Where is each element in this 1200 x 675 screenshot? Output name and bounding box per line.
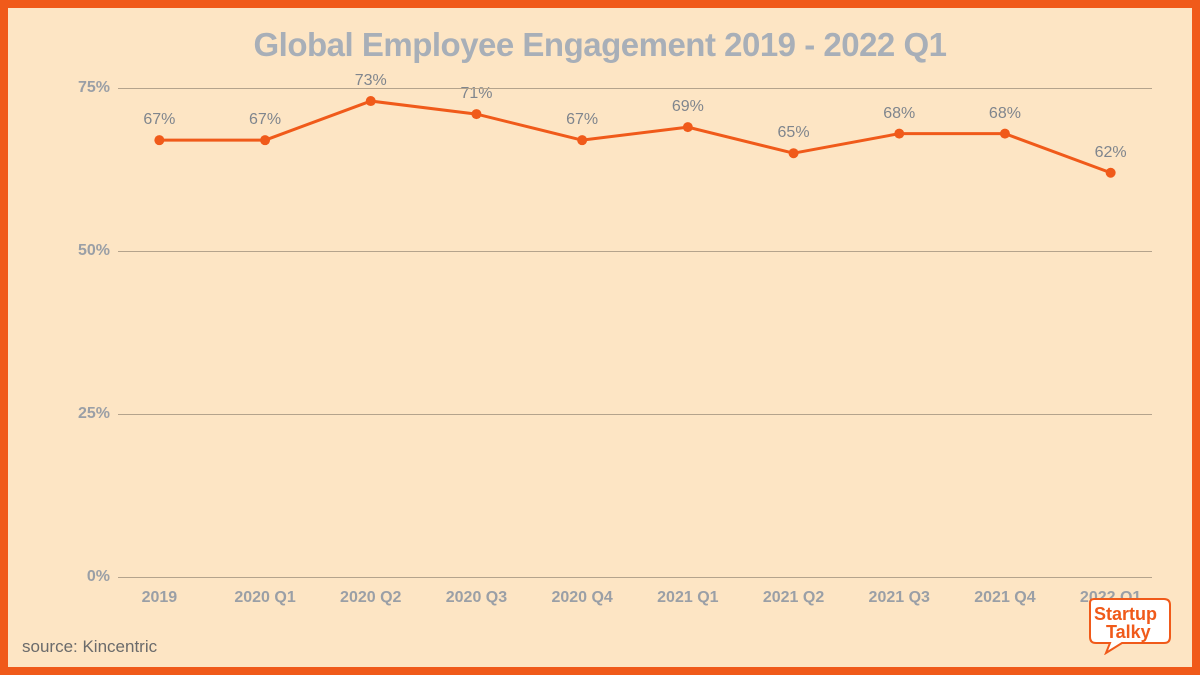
x-axis-tick: 2021 Q3 [869,589,930,607]
data-point-marker [471,109,481,119]
data-point-label: 65% [778,124,810,142]
data-point-marker [1000,129,1010,139]
data-point-marker [894,129,904,139]
x-axis-tick: 2021 Q4 [974,589,1035,607]
x-axis-tick: 2021 Q1 [657,589,718,607]
gridline [118,414,1152,415]
logo-line1: Startup [1094,605,1157,623]
data-point-marker [789,148,799,158]
plot-area: 67%67%73%71%67%69%65%68%68%62% [118,88,1152,577]
chart-title: Global Employee Engagement 2019 - 2022 Q… [8,8,1192,72]
data-point-label: 67% [249,111,281,129]
data-point-marker [577,135,587,145]
brand-logo: Startup Talky [1084,597,1174,655]
data-point-label: 62% [1095,144,1127,162]
source-text: source: Kincentric [22,637,157,657]
data-point-marker [260,135,270,145]
y-axis-tick: 50% [60,242,110,260]
series-line [159,101,1110,173]
data-point-label: 67% [143,111,175,129]
x-axis-tick: 2020 Q4 [551,589,612,607]
data-point-marker [1106,168,1116,178]
line-series [118,88,1152,577]
y-axis-tick: 25% [60,405,110,423]
data-point-label: 69% [672,98,704,116]
data-point-label: 68% [989,105,1021,123]
x-axis-tick: 2020 Q2 [340,589,401,607]
x-axis-tick: 2019 [142,589,178,607]
data-point-marker [154,135,164,145]
logo-line2: Talky [1106,623,1151,641]
data-point-marker [683,122,693,132]
y-axis-tick: 75% [60,79,110,97]
x-axis-tick: 2021 Q2 [763,589,824,607]
data-point-label: 68% [883,105,915,123]
gridline [118,88,1152,89]
data-point-label: 67% [566,111,598,129]
x-axis-tick: 2020 Q3 [446,589,507,607]
chart-frame: Global Employee Engagement 2019 - 2022 Q… [0,0,1200,675]
chart-area: 67%67%73%71%67%69%65%68%68%62% 0%25%50%7… [60,88,1162,607]
data-point-marker [366,96,376,106]
gridline [118,251,1152,252]
gridline [118,577,1152,578]
y-axis-tick: 0% [60,568,110,586]
x-axis-tick: 2020 Q1 [234,589,295,607]
